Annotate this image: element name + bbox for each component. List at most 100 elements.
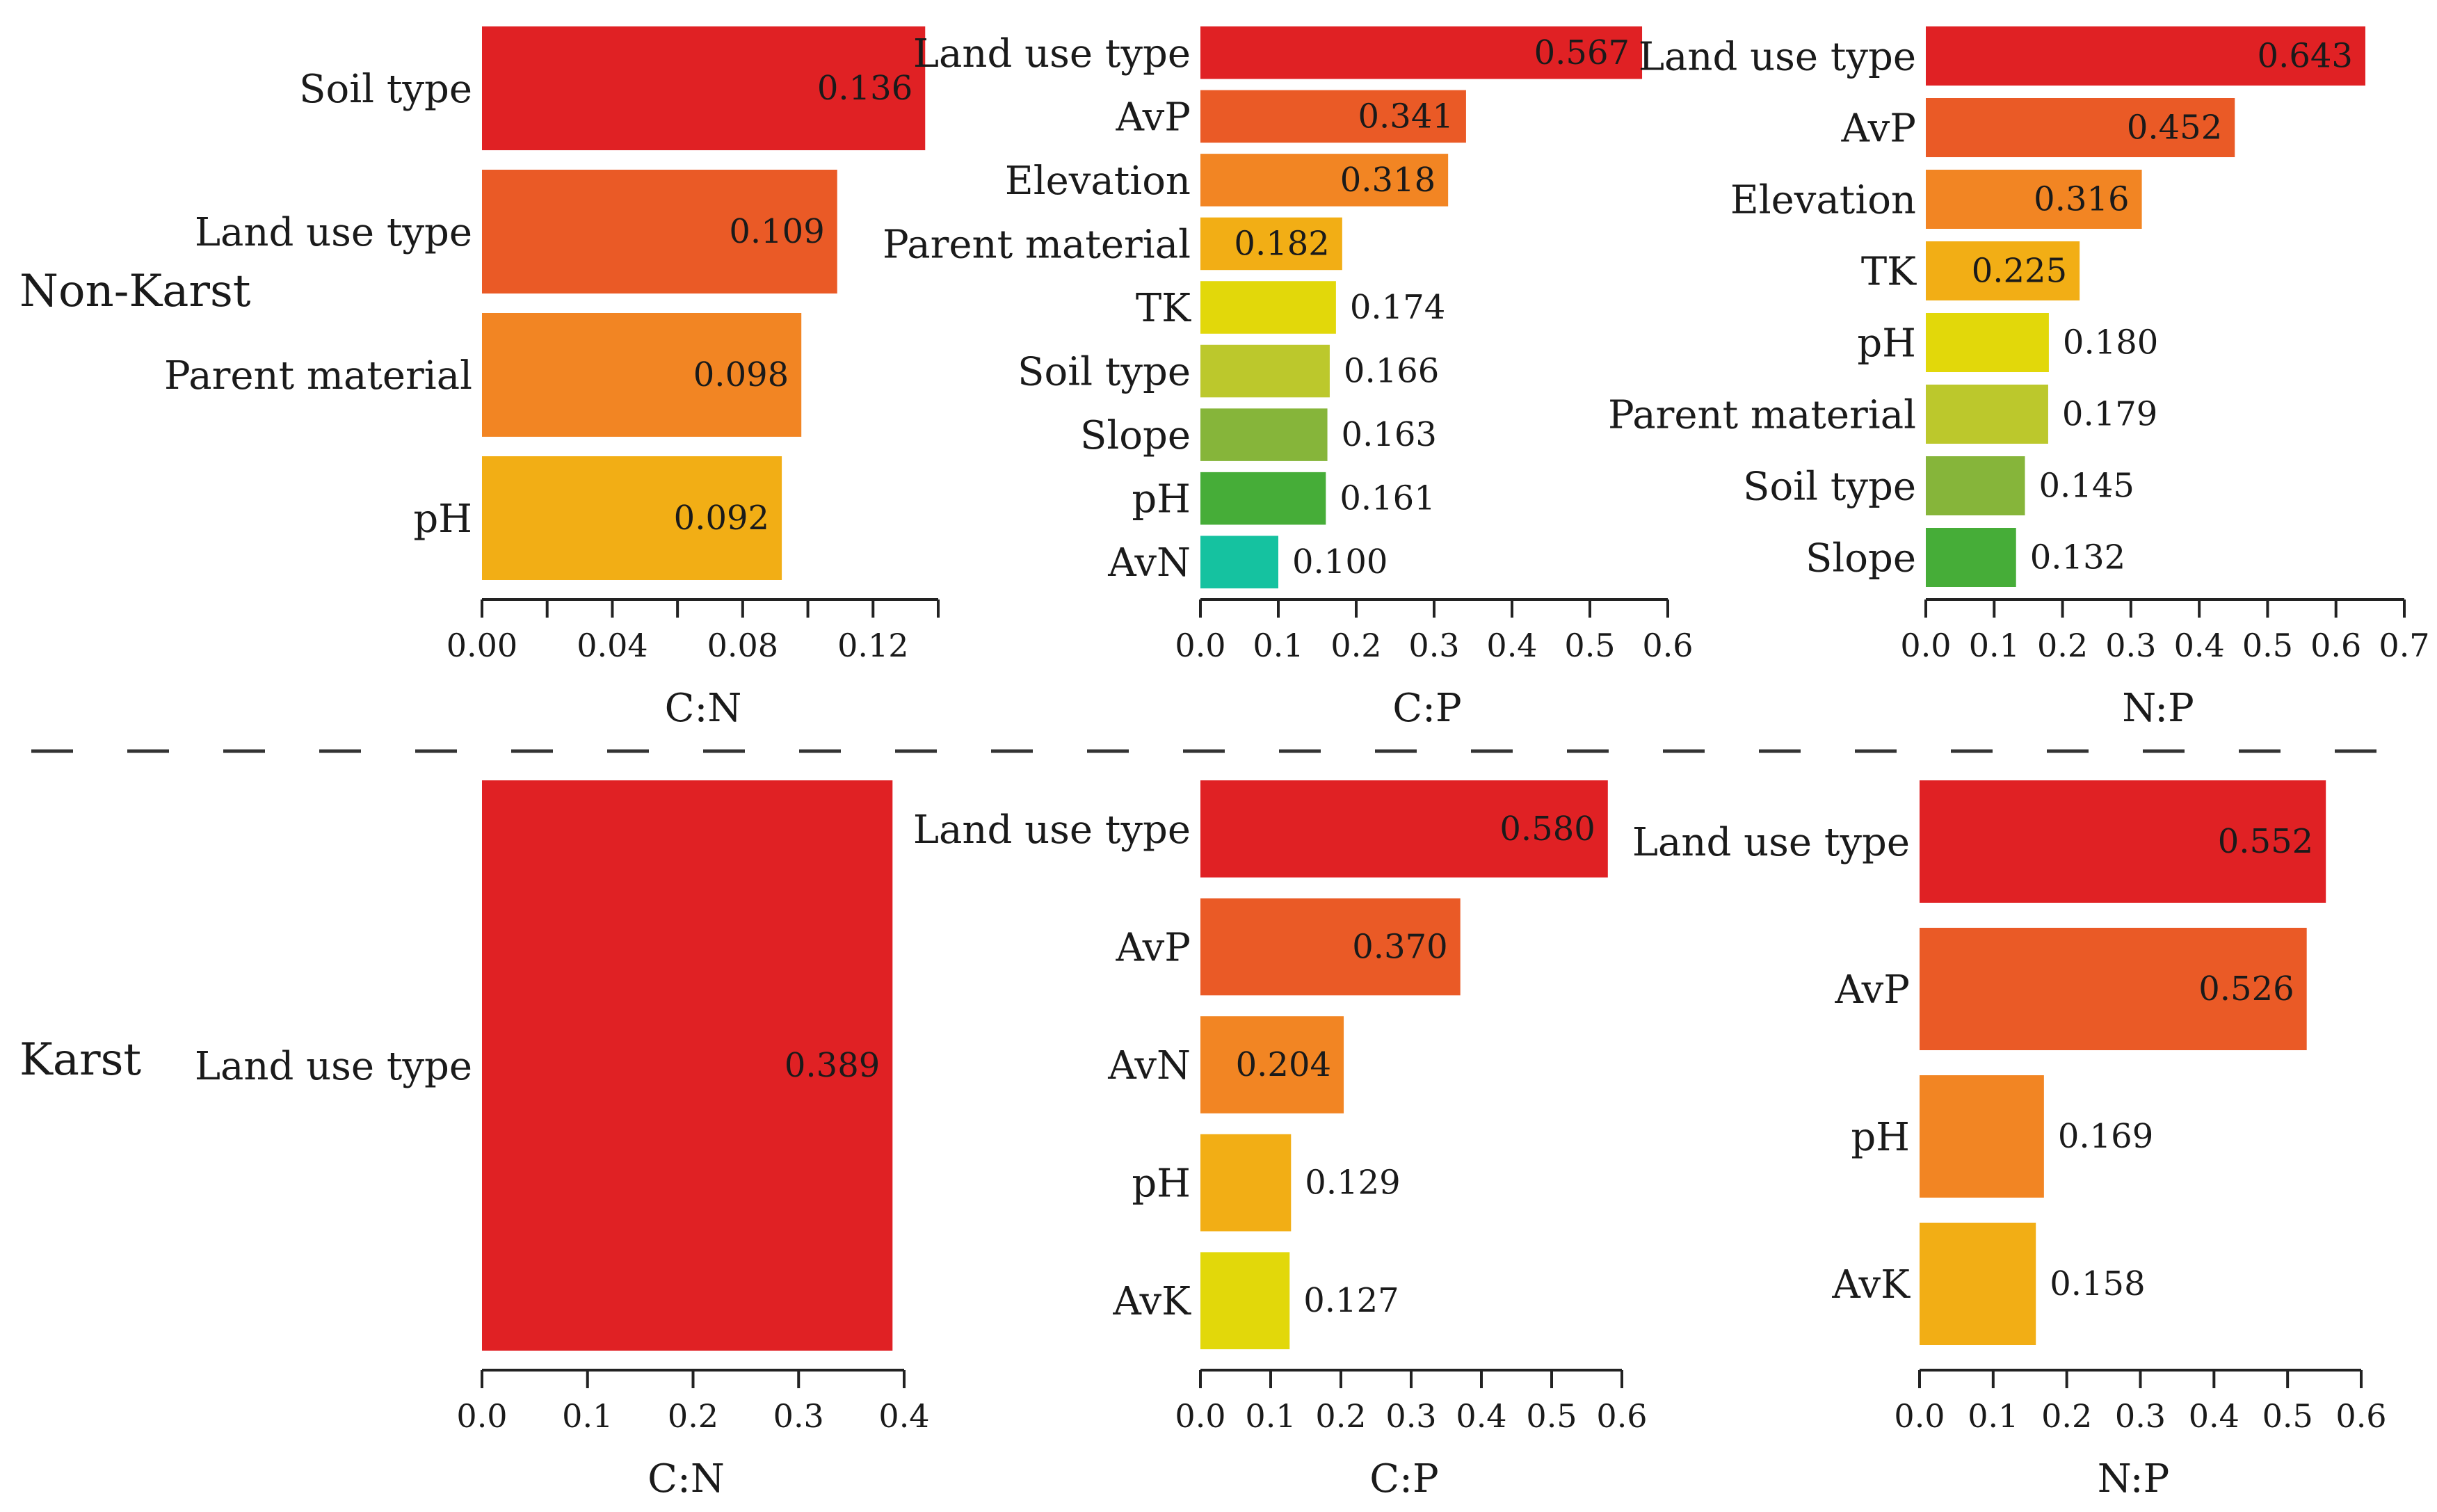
chart-panel-6: Land use type 0.552 AvP 0.526 pH 0.169 AvK 0.15… <box>1632 780 2387 1502</box>
category-label: Land use type <box>913 31 1191 77</box>
value-label: 0.136 <box>817 69 912 108</box>
bar <box>1200 1252 1290 1349</box>
bar <box>1200 281 1336 334</box>
category-label: AvK <box>1831 1262 1911 1308</box>
chart-panel-5: Land use type 0.580 AvP 0.370 AvN 0.204 pH 0.12… <box>913 780 1648 1502</box>
value-label: 0.204 <box>1236 1045 1331 1084</box>
x-tick-label: 0.4 <box>1486 627 1537 664</box>
value-label: 0.127 <box>1303 1281 1399 1320</box>
category-label: TK <box>1136 286 1191 331</box>
category-label: pH <box>1857 321 1916 367</box>
value-label: 0.129 <box>1305 1164 1400 1203</box>
x-tick-label: 0.6 <box>1596 1397 1647 1435</box>
category-label: Land use type <box>1639 35 1916 80</box>
bar <box>1200 26 1643 79</box>
x-tick-label: 0.0 <box>1900 627 1951 664</box>
x-tick-label: 0.4 <box>2174 627 2225 664</box>
category-label: Land use type <box>913 807 1191 853</box>
x-axis-title: C:P <box>1392 686 1461 731</box>
bar <box>1920 1223 2036 1345</box>
category-label: AvN <box>1107 1043 1191 1088</box>
bar <box>1200 898 1461 996</box>
value-label: 0.643 <box>2258 37 2353 76</box>
x-tick-label: 0.3 <box>1408 627 1459 664</box>
x-tick-label: 0.6 <box>2335 1397 2386 1435</box>
bar <box>1200 217 1342 271</box>
x-tick-label: 0.7 <box>2379 627 2429 664</box>
category-label: Land use type <box>195 210 472 255</box>
x-axis-title: N:P <box>2098 1456 2170 1502</box>
value-label: 0.132 <box>2030 538 2125 577</box>
x-axis-title: N:P <box>2122 686 2194 731</box>
category-label: Parent material <box>164 353 472 399</box>
x-tick-label: 0.2 <box>2041 1397 2092 1435</box>
x-tick-label: 0.5 <box>2242 627 2293 664</box>
bar <box>1200 154 1449 207</box>
x-tick-label: 0.0 <box>1175 627 1225 664</box>
category-label: Soil type <box>299 67 472 112</box>
x-tick-label: 0.4 <box>878 1397 929 1435</box>
bar <box>1926 456 2025 515</box>
category-label: pH <box>1132 477 1191 522</box>
x-tick-label: 0.2 <box>668 1397 718 1435</box>
value-label: 0.179 <box>2062 395 2157 434</box>
category-label: AvP <box>1116 925 1191 970</box>
value-label: 0.161 <box>1340 479 1435 518</box>
value-label: 0.341 <box>1358 97 1453 136</box>
x-tick-label: 0.04 <box>577 627 648 664</box>
chart-panel-3: Land use type 0.643 AvP 0.452 Elevation 0.316… <box>1608 26 2430 731</box>
value-label: 0.182 <box>1234 224 1329 263</box>
value-label: 0.567 <box>1534 33 1630 72</box>
chart-panel-2: Land use type 0.567 AvP 0.341 Elevation 0.318… <box>883 26 1694 731</box>
value-label: 0.158 <box>2050 1264 2145 1303</box>
x-tick-label: 0.3 <box>1385 1397 1436 1435</box>
value-label: 0.145 <box>2039 467 2134 506</box>
group-label-karst: Karst <box>19 1034 141 1086</box>
bar <box>1920 1075 2044 1198</box>
value-label: 0.552 <box>2218 822 2313 861</box>
category-label: Soil type <box>1743 465 1916 510</box>
category-label: AvP <box>1841 106 1917 152</box>
chart-panel-4: Land use type 0.389 0.0 0.1 0.2 0.3 0.4 C:N <box>195 780 930 1502</box>
x-tick-label: 0.12 <box>837 627 908 664</box>
x-tick-label: 0.1 <box>1245 1397 1296 1435</box>
value-label: 0.098 <box>693 355 789 394</box>
x-tick-label: 0.5 <box>1564 627 1615 664</box>
bar <box>1920 780 2326 903</box>
bar <box>1200 344 1330 398</box>
bar <box>1200 780 1608 878</box>
x-axis-title: C:N <box>648 1456 725 1502</box>
category-label: AvK <box>1112 1279 1191 1324</box>
category-label: AvP <box>1116 95 1191 140</box>
category-label: Land use type <box>1632 820 1910 865</box>
x-tick-label: 0.0 <box>1894 1397 1945 1435</box>
category-label: Slope <box>1080 413 1191 458</box>
category-label: AvP <box>1835 967 1911 1013</box>
category-label: Elevation <box>1730 178 1916 223</box>
value-label: 0.225 <box>1972 252 2067 291</box>
bar <box>1926 385 2048 444</box>
x-tick-label: 0.5 <box>2262 1397 2313 1435</box>
bar <box>482 313 802 437</box>
value-label: 0.100 <box>1292 542 1388 581</box>
bar <box>1200 90 1466 143</box>
x-tick-label: 0.2 <box>2037 627 2088 664</box>
x-tick-label: 0.3 <box>2105 627 2156 664</box>
value-label: 0.316 <box>2034 180 2129 219</box>
value-label: 0.389 <box>785 1046 880 1085</box>
x-tick-label: 0.2 <box>1330 627 1381 664</box>
value-label: 0.092 <box>674 499 769 538</box>
x-tick-label: 0.6 <box>1642 627 1693 664</box>
value-label: 0.452 <box>2127 108 2222 147</box>
bar <box>1920 928 2307 1050</box>
category-label: pH <box>1851 1115 1910 1160</box>
x-tick-label: 0.4 <box>1456 1397 1506 1435</box>
category-label: Parent material <box>1608 393 1916 438</box>
x-tick-label: 0.2 <box>1315 1397 1366 1435</box>
value-label: 0.370 <box>1352 927 1447 966</box>
bar <box>1926 528 2016 587</box>
x-tick-label: 0.1 <box>1253 627 1303 664</box>
value-label: 0.166 <box>1344 352 1439 391</box>
